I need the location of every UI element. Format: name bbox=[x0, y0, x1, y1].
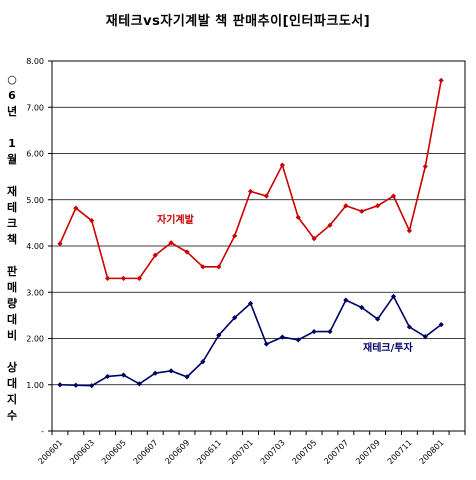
data-point bbox=[279, 334, 285, 340]
chart-title: 재테크vs자기계발 책 판매추이[인터파크도서] bbox=[105, 14, 371, 29]
data-point bbox=[438, 322, 444, 328]
data-point bbox=[295, 214, 301, 220]
y-tick-label: - bbox=[41, 427, 44, 436]
y-axis-label-char: 수 bbox=[6, 409, 18, 422]
data-point bbox=[200, 359, 206, 365]
data-point bbox=[120, 275, 127, 281]
data-point bbox=[216, 332, 222, 338]
data-point bbox=[263, 193, 270, 199]
y-axis-label-char: 월 bbox=[6, 153, 18, 166]
data-point bbox=[200, 264, 206, 270]
data-point bbox=[232, 315, 238, 321]
x-tick-label: 200603 bbox=[68, 438, 96, 466]
data-point bbox=[232, 233, 238, 239]
x-tick-label: 200611 bbox=[195, 438, 223, 466]
y-axis-label-char: ○ bbox=[7, 73, 17, 86]
data-point bbox=[89, 383, 95, 389]
y-axis-label-char: 매 bbox=[6, 281, 18, 294]
x-tick-label: 200701 bbox=[227, 438, 255, 466]
data-point bbox=[168, 368, 174, 374]
data-point bbox=[279, 162, 285, 168]
data-point bbox=[136, 381, 142, 387]
x-tick-label: 200605 bbox=[100, 438, 128, 466]
x-tick-label: 200609 bbox=[163, 438, 191, 466]
data-point bbox=[359, 208, 365, 214]
y-axis-label-char: 6 bbox=[8, 89, 16, 102]
y-axis-label-char: 비 bbox=[6, 329, 18, 342]
y-tick-label: 6.00 bbox=[26, 150, 44, 159]
data-point bbox=[422, 334, 428, 340]
data-point bbox=[184, 249, 190, 255]
y-axis-label-char: 년 bbox=[6, 105, 18, 118]
y-axis-label-char: 대 bbox=[6, 377, 18, 390]
data-point bbox=[136, 275, 142, 281]
y-axis-label-char: 지 bbox=[6, 393, 18, 406]
y-axis-label-char: 대 bbox=[6, 313, 18, 326]
data-point bbox=[295, 337, 301, 343]
data-point bbox=[343, 203, 349, 209]
data-point bbox=[375, 203, 381, 209]
data-point bbox=[104, 373, 111, 380]
y-tick-label: 8.00 bbox=[26, 57, 44, 66]
y-tick-label: 5.00 bbox=[26, 196, 44, 205]
y-axis-label-char: 상 bbox=[6, 361, 18, 374]
y-axis-label-char: 1 bbox=[8, 137, 16, 150]
y-tick-label: 3.00 bbox=[26, 288, 44, 297]
data-point bbox=[247, 188, 254, 195]
data-point bbox=[311, 236, 317, 242]
data-point bbox=[311, 328, 317, 335]
data-point bbox=[438, 77, 444, 84]
data-point bbox=[57, 241, 63, 247]
data-point bbox=[89, 217, 95, 224]
x-tick-label: 200601 bbox=[36, 438, 64, 466]
y-tick-label: 7.00 bbox=[26, 103, 44, 112]
data-point bbox=[152, 252, 158, 258]
x-tick-label: 200707 bbox=[322, 438, 350, 466]
data-point bbox=[263, 341, 270, 347]
data-point bbox=[57, 382, 63, 388]
data-point bbox=[406, 324, 413, 330]
x-tick-label: 200703 bbox=[259, 438, 287, 466]
y-tick-label: 1.00 bbox=[26, 381, 44, 390]
series-label-self-dev: 자기계발 bbox=[157, 213, 195, 226]
data-point bbox=[390, 193, 397, 199]
y-axis-label-char: 책 bbox=[6, 233, 18, 246]
data-point bbox=[73, 382, 79, 388]
y-tick-label: 4.00 bbox=[26, 242, 44, 251]
data-point bbox=[422, 163, 428, 170]
data-point bbox=[390, 293, 397, 300]
y-tick-label: 2.00 bbox=[26, 335, 44, 344]
y-axis-label-char: 테 bbox=[6, 201, 18, 214]
data-point bbox=[168, 240, 174, 246]
data-point bbox=[359, 304, 365, 311]
data-point bbox=[247, 300, 254, 306]
data-point bbox=[120, 372, 127, 378]
data-point bbox=[406, 228, 413, 234]
data-point bbox=[327, 328, 333, 335]
x-tick-label: 200711 bbox=[386, 438, 414, 466]
data-point bbox=[104, 275, 111, 281]
data-point bbox=[184, 374, 190, 380]
data-point bbox=[73, 205, 79, 211]
y-axis-label-char: 크 bbox=[6, 217, 18, 230]
x-tick-label: 200705 bbox=[291, 438, 319, 466]
x-tick-label: 200607 bbox=[132, 438, 160, 466]
x-tick-label: 200709 bbox=[354, 438, 382, 466]
data-point bbox=[375, 316, 381, 322]
data-point bbox=[152, 370, 158, 376]
series-label-finance: 재테크/투자 bbox=[363, 341, 413, 354]
y-axis-label-char: 량 bbox=[6, 297, 18, 310]
y-axis-label-char: 재 bbox=[6, 185, 18, 198]
x-tick-label: 200801 bbox=[418, 438, 446, 466]
data-point bbox=[327, 222, 333, 228]
data-point bbox=[216, 264, 222, 270]
data-point bbox=[343, 297, 349, 303]
y-axis-label-char: 판 bbox=[6, 265, 18, 278]
